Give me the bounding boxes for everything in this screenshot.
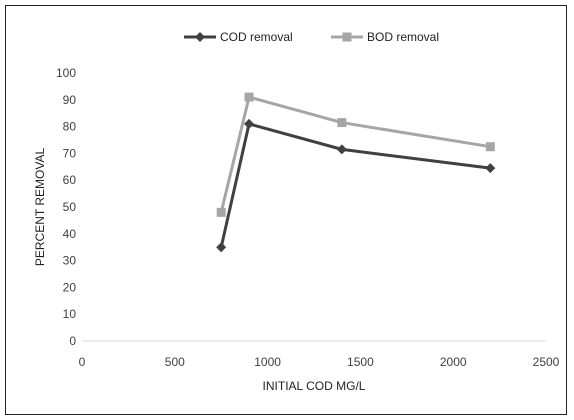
data-point-bod-removal [337,118,347,128]
data-point-cod-removal [244,118,255,129]
series-bod-removal [216,92,495,217]
x-tick-label: 0 [79,355,86,369]
y-tick-label: 80 [63,120,77,134]
data-point-bod-removal [485,142,495,152]
line-chart: COD removal BOD removal 0 10 20 30 40 50 60 70 80… [33,30,560,393]
data-point-bod-removal [216,207,226,217]
y-tick-label: 20 [63,280,77,294]
data-point-bod-removal [244,92,254,102]
y-tick-label: 0 [69,334,76,348]
y-tick-label: 90 [63,93,77,107]
legend-item-cod-removal: COD removal [184,30,293,44]
series-line-bod-removal [219,95,491,213]
chart-frame: COD removal BOD removal 0 10 20 30 40 50 60 70 80… [5,5,567,415]
data-point-cod-removal [485,163,496,174]
y-axis-title: PERCENT REMOVAL [33,148,47,267]
data-point-cod-removal [216,242,227,253]
x-tick-label: 1000 [254,355,281,369]
series-line-cod-removal [219,122,491,248]
y-tick-label: 60 [63,173,77,187]
legend-label: BOD removal [367,30,439,44]
x-axis-ticks: 0 500 1000 1500 2000 2500 [79,355,560,369]
legend: COD removal BOD removal [184,30,439,44]
y-tick-label: 50 [63,200,77,214]
x-tick-label: 500 [165,355,185,369]
y-axis-ticks: 0 10 20 30 40 50 60 70 80 90 100 [56,66,76,348]
y-tick-label: 10 [63,307,77,321]
x-axis-title: INITIAL COD MG/L [263,379,366,393]
x-tick-label: 2500 [533,355,560,369]
x-tick-label: 2000 [440,355,467,369]
series-layer [216,92,496,253]
legend-swatch-marker [342,32,352,42]
x-tick-label: 1500 [347,355,374,369]
data-point-cod-removal [336,144,347,155]
y-tick-label: 40 [63,227,77,241]
legend-label: COD removal [220,30,293,44]
y-tick-label: 70 [63,146,77,160]
legend-swatch-marker [195,32,205,42]
y-tick-label: 30 [63,254,77,268]
series-cod-removal [216,118,496,253]
legend-item-bod-removal: BOD removal [331,30,439,44]
y-tick-label: 100 [56,66,76,80]
